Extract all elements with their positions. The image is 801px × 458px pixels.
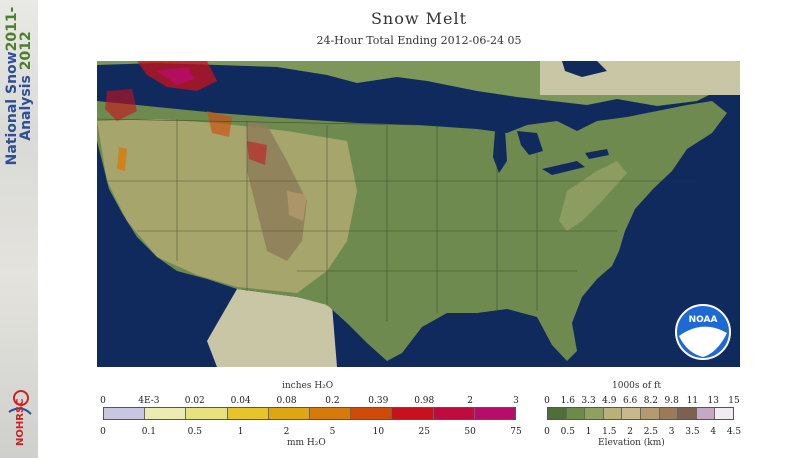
elev-legend-colorbar	[547, 407, 734, 420]
legend-tick-label: 0.1	[141, 427, 157, 437]
lake-michigan	[493, 129, 507, 173]
legend-tick-label: 2.5	[643, 427, 659, 437]
colorbar-segment	[566, 408, 586, 419]
colorbar-segment	[585, 408, 604, 419]
legend-tick-label: 1	[585, 427, 592, 437]
no-data-region-mexico	[207, 289, 337, 367]
legend-tick-label: 0.02	[184, 396, 205, 406]
legend-tick-label: 4E-3	[138, 396, 160, 406]
legend-tick-label: 0.04	[230, 396, 251, 406]
legend-tick-label: 75	[510, 427, 522, 437]
western-highlands	[97, 119, 357, 293]
legend-tick-label: 2	[467, 396, 473, 406]
legend-tick-label: 2	[283, 427, 290, 437]
legend-tick-label: 10	[372, 427, 385, 437]
legend-tick-label: 0.2	[325, 396, 340, 406]
legend-tick-label: 0	[100, 396, 106, 406]
appalachian-ridge	[559, 161, 627, 231]
snow-melt-yellowstone	[247, 141, 267, 165]
colorbar-segment	[640, 408, 660, 419]
legend-tick-label: 4.5	[726, 427, 742, 437]
noaa-logo-text: NOAA	[689, 315, 718, 325]
page-title: Snow Melt	[370, 9, 468, 28]
colorbar-segment	[310, 408, 352, 419]
legend-tick-label: 6.6	[622, 396, 638, 406]
elev-legend-bottom-unit: Elevation (km)	[598, 438, 665, 448]
map-canvas: NOAA	[97, 61, 740, 367]
colorbar-segment	[622, 408, 641, 419]
legend-tick-label: 0.08	[276, 396, 297, 406]
elev-legend-top-unit: 1000s of ft	[612, 381, 661, 391]
snow-melt-olympics	[105, 89, 137, 121]
colorbar-segment	[548, 408, 567, 419]
legend-tick-label: 25	[418, 427, 430, 437]
legend-tick-label: 2	[627, 427, 633, 437]
legend-tick-label: 1.5	[602, 427, 617, 437]
colorbar-segment	[474, 408, 516, 419]
legend-tick-label: 50	[464, 427, 476, 437]
legend-tick-label: 3.3	[581, 396, 596, 406]
legend-tick-label: 0	[544, 427, 550, 437]
lake-erie	[542, 161, 585, 175]
melt-legend-top-unit: inches H₂O	[282, 381, 334, 391]
legend-tick-label: 0.39	[368, 396, 389, 406]
colorbar-segment	[696, 408, 716, 419]
colorbar-segment	[715, 408, 733, 419]
page-subtitle: 24-Hour Total Ending 2012-06-24 05	[316, 34, 522, 47]
legend-tick-label: 1.6	[560, 396, 575, 406]
colorbar-segment	[227, 408, 269, 419]
snow-melt-northern-rockies	[207, 111, 232, 137]
snow-melt-cascades-south	[117, 147, 127, 171]
legend-tick-label: 9.8	[664, 396, 679, 406]
legend-tick-label: 5	[329, 427, 336, 437]
legend-tick-label: 0.98	[414, 396, 435, 406]
snow-melt-high-area	[157, 67, 195, 85]
legend-tick-label: 4.9	[602, 396, 617, 406]
lake-ontario	[585, 149, 609, 159]
colorbar-segment	[351, 408, 393, 419]
colorbar-segment	[186, 408, 228, 419]
hudson-bay-water	[562, 61, 607, 77]
legend-tick-label: 4	[710, 427, 717, 437]
colorbar-segment	[603, 408, 623, 419]
snow-melt-map: NOAA	[97, 61, 740, 367]
legend-tick-label: 11	[686, 396, 699, 406]
legend-tick-label: 1	[237, 427, 244, 437]
legend-tick-label: 0.5	[560, 427, 575, 437]
sidebar-title: National Snow2011- Analysis 2012	[4, 7, 34, 166]
nohrsc-logo: NOHRSC	[8, 390, 32, 446]
legend-tick-label: 13	[707, 396, 719, 406]
melt-legend-colorbar	[103, 407, 516, 420]
colorbar-segment	[678, 408, 697, 419]
colorbar-segment	[145, 408, 187, 419]
legend-tick-label: 15	[728, 396, 740, 406]
state-borders	[97, 118, 697, 321]
legend-tick-label: 3	[668, 427, 675, 437]
melt-legend-bottom-unit: mm H₂O	[287, 438, 326, 448]
colorbar-segment	[659, 408, 679, 419]
colorado-rockies	[287, 191, 307, 221]
legend-tick-label: 0	[100, 427, 106, 437]
noaa-logo: NOAA	[675, 304, 731, 360]
legend-tick-label: 0.5	[187, 427, 202, 437]
legend-tick-label: 3.5	[685, 427, 700, 437]
lake-superior	[437, 109, 502, 123]
sidebar-line2: Analysis	[18, 75, 34, 141]
colorbar-segment	[268, 408, 311, 419]
sidebar-banner: National Snow2011- Analysis 2012 NOHRSC	[0, 0, 38, 458]
lake-huron	[517, 131, 543, 155]
colorbar-segment	[392, 408, 434, 419]
colorbar-segment	[433, 408, 475, 419]
legend-tick-label: 0	[544, 396, 550, 406]
nohrsc-logo-text: NOHRSC	[15, 399, 26, 446]
legend-tick-label: 3	[513, 396, 519, 406]
colorbar-segment	[104, 408, 146, 419]
legend-tick-label: 8.2	[643, 396, 659, 406]
